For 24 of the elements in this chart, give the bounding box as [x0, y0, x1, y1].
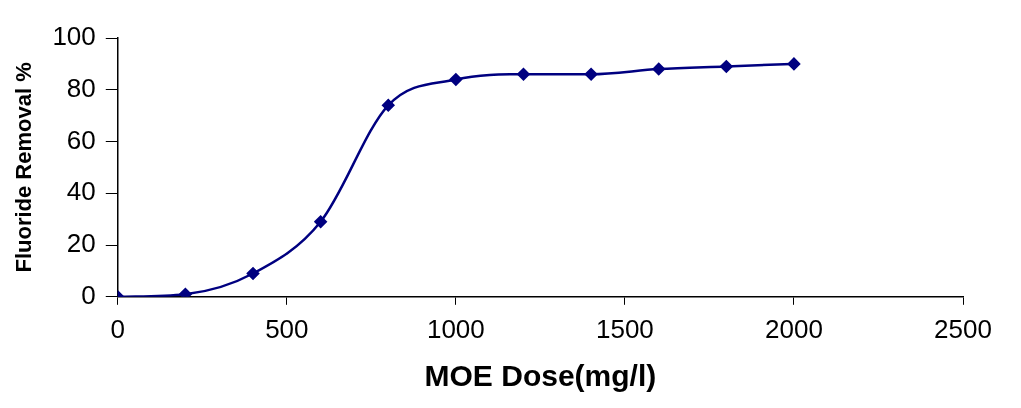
point — [517, 67, 530, 81]
x-tick-label: 1500 — [595, 313, 654, 344]
point — [787, 57, 801, 71]
point — [382, 99, 395, 112]
y-axis-title: Fluoride Removal % — [11, 62, 37, 273]
y-tick-label: 40 — [66, 176, 96, 207]
y-tick-label: 0 — [81, 279, 96, 310]
point — [314, 215, 327, 228]
x-tick-label: 1000 — [426, 313, 485, 344]
y-tick-label: 60 — [66, 124, 96, 155]
point — [179, 287, 192, 297]
x-axis-title: MOE Dose(mg/l) — [424, 359, 657, 393]
x-tick-label: 0 — [110, 313, 126, 344]
point — [720, 60, 733, 73]
x-tick-label: 500 — [265, 313, 309, 344]
y-tick-label: 100 — [52, 21, 96, 52]
point — [246, 267, 260, 280]
y-tick-label: 20 — [66, 228, 96, 259]
point — [584, 67, 598, 81]
x-tick-label: 2500 — [934, 313, 992, 344]
point — [449, 73, 463, 86]
x-tick-label: 2000 — [765, 313, 823, 344]
y-tick-label: 80 — [66, 72, 96, 103]
point — [652, 62, 665, 76]
